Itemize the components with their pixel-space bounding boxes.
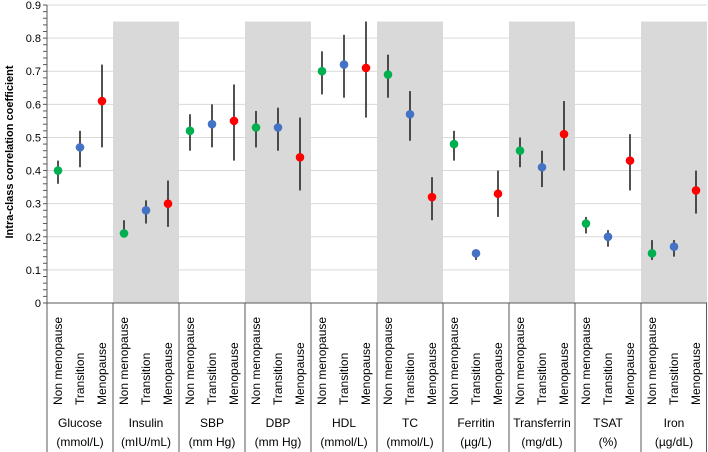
data-point bbox=[251, 123, 261, 132]
x-subcategory-label: Non menopause bbox=[381, 317, 395, 405]
group-name-label: Iron bbox=[664, 416, 685, 430]
x-subcategory-label: Non menopause bbox=[183, 317, 197, 405]
x-subcategory-label: Transition bbox=[667, 353, 681, 405]
group-unit-label: (mm Hg) bbox=[189, 435, 236, 449]
x-subcategory-label: Menopause bbox=[227, 342, 241, 405]
x-subcategory-label: Non menopause bbox=[315, 317, 329, 405]
group-unit-label: (µg/L) bbox=[460, 435, 492, 449]
data-point bbox=[185, 126, 195, 136]
data-point bbox=[53, 166, 63, 175]
y-tick-label: 0.8 bbox=[26, 33, 41, 45]
data-point bbox=[405, 109, 415, 119]
data-point bbox=[273, 123, 283, 132]
data-point bbox=[141, 205, 151, 215]
x-subcategory-label: Transition bbox=[403, 353, 417, 405]
x-subcategory-label: Transition bbox=[73, 353, 87, 405]
data-point bbox=[383, 70, 393, 79]
data-point bbox=[295, 153, 305, 162]
data-point bbox=[515, 146, 525, 155]
group-unit-label: (mg/dL) bbox=[521, 435, 562, 449]
group-unit-label: (mm Hg) bbox=[255, 435, 302, 449]
data-point bbox=[471, 249, 481, 258]
data-point bbox=[449, 139, 459, 149]
group-unit-label: (mmol/L) bbox=[56, 435, 103, 449]
x-subcategory-label: Transition bbox=[535, 353, 549, 405]
data-point bbox=[119, 229, 129, 238]
data-point bbox=[97, 96, 107, 106]
group-name-label: Transferrin bbox=[513, 416, 571, 430]
y-tick-label: 0.4 bbox=[26, 166, 41, 178]
y-tick-label: 0.7 bbox=[26, 66, 41, 78]
x-subcategory-label: Non menopause bbox=[249, 317, 263, 405]
x-subcategory-label: Non menopause bbox=[513, 317, 527, 405]
data-point bbox=[625, 156, 635, 165]
group-unit-label: (mmol/L) bbox=[386, 435, 433, 449]
data-point bbox=[163, 199, 173, 208]
group-shade bbox=[641, 21, 707, 304]
x-subcategory-label: Non menopause bbox=[51, 317, 65, 405]
data-point bbox=[691, 186, 701, 195]
x-subcategory-label: Non menopause bbox=[645, 317, 659, 405]
y-tick-label: 0.5 bbox=[26, 132, 41, 144]
x-subcategory-label: Menopause bbox=[557, 342, 571, 405]
data-point bbox=[603, 232, 613, 242]
group-name-label: TSAT bbox=[593, 416, 623, 430]
x-subcategory-label: Menopause bbox=[293, 342, 307, 405]
data-point bbox=[361, 63, 371, 73]
x-subcategory-label: Menopause bbox=[425, 342, 439, 405]
x-subcategory-label: Menopause bbox=[623, 342, 637, 405]
data-point bbox=[317, 66, 327, 76]
x-subcategory-label: Non menopause bbox=[447, 317, 461, 405]
y-tick-label: 0.6 bbox=[26, 99, 41, 111]
data-point bbox=[229, 116, 239, 126]
group-unit-label: (µg/dL) bbox=[655, 435, 693, 449]
x-subcategory-label: Transition bbox=[271, 353, 285, 405]
group-name-label: HDL bbox=[332, 416, 356, 430]
data-point bbox=[75, 143, 85, 152]
x-subcategory-label: Menopause bbox=[161, 342, 175, 405]
group-name-label: TC bbox=[402, 416, 418, 430]
y-tick-label: 0.3 bbox=[26, 199, 41, 211]
data-point bbox=[207, 119, 217, 129]
group-name-label: Glucose bbox=[58, 416, 102, 430]
x-subcategory-label: Menopause bbox=[689, 342, 703, 405]
group-unit-label: (mmol/L) bbox=[320, 435, 367, 449]
group-name-label: SBP bbox=[200, 416, 224, 430]
x-subcategory-label: Transition bbox=[337, 353, 351, 405]
x-subcategory-label: Transition bbox=[601, 353, 615, 405]
x-subcategory-label: Transition bbox=[205, 353, 219, 405]
group-shade bbox=[377, 21, 443, 304]
x-subcategory-label: Transition bbox=[139, 353, 153, 405]
group-unit-label: (%) bbox=[599, 435, 618, 449]
y-tick-label: 0 bbox=[35, 298, 41, 310]
group-name-label: DBP bbox=[266, 416, 291, 430]
group-shade bbox=[113, 21, 179, 304]
x-subcategory-label: Non menopause bbox=[579, 317, 593, 405]
x-subcategory-label: Menopause bbox=[491, 342, 505, 405]
data-point bbox=[559, 129, 569, 139]
x-subcategory-label: Non menopause bbox=[117, 317, 131, 405]
data-point bbox=[493, 189, 503, 199]
x-subcategory-label: Transition bbox=[469, 353, 483, 405]
group-unit-label: (mIU/mL) bbox=[121, 435, 171, 449]
y-tick-label: 0.9 bbox=[26, 0, 41, 12]
data-point bbox=[339, 60, 349, 69]
group-name-label: Insulin bbox=[129, 416, 164, 430]
y-tick-label: 0.1 bbox=[26, 265, 41, 277]
x-subcategory-label: Menopause bbox=[359, 342, 373, 405]
data-point bbox=[669, 242, 679, 252]
data-point bbox=[537, 162, 547, 172]
y-tick-label: 0.2 bbox=[26, 232, 41, 244]
data-point bbox=[647, 249, 657, 258]
x-subcategory-label: Menopause bbox=[95, 342, 109, 405]
y-axis-label: Intra-class correlation coefficient bbox=[4, 65, 16, 238]
group-name-label: Ferritin bbox=[457, 416, 494, 430]
data-point bbox=[427, 192, 437, 202]
group-shade bbox=[245, 21, 311, 304]
data-point bbox=[581, 219, 591, 228]
